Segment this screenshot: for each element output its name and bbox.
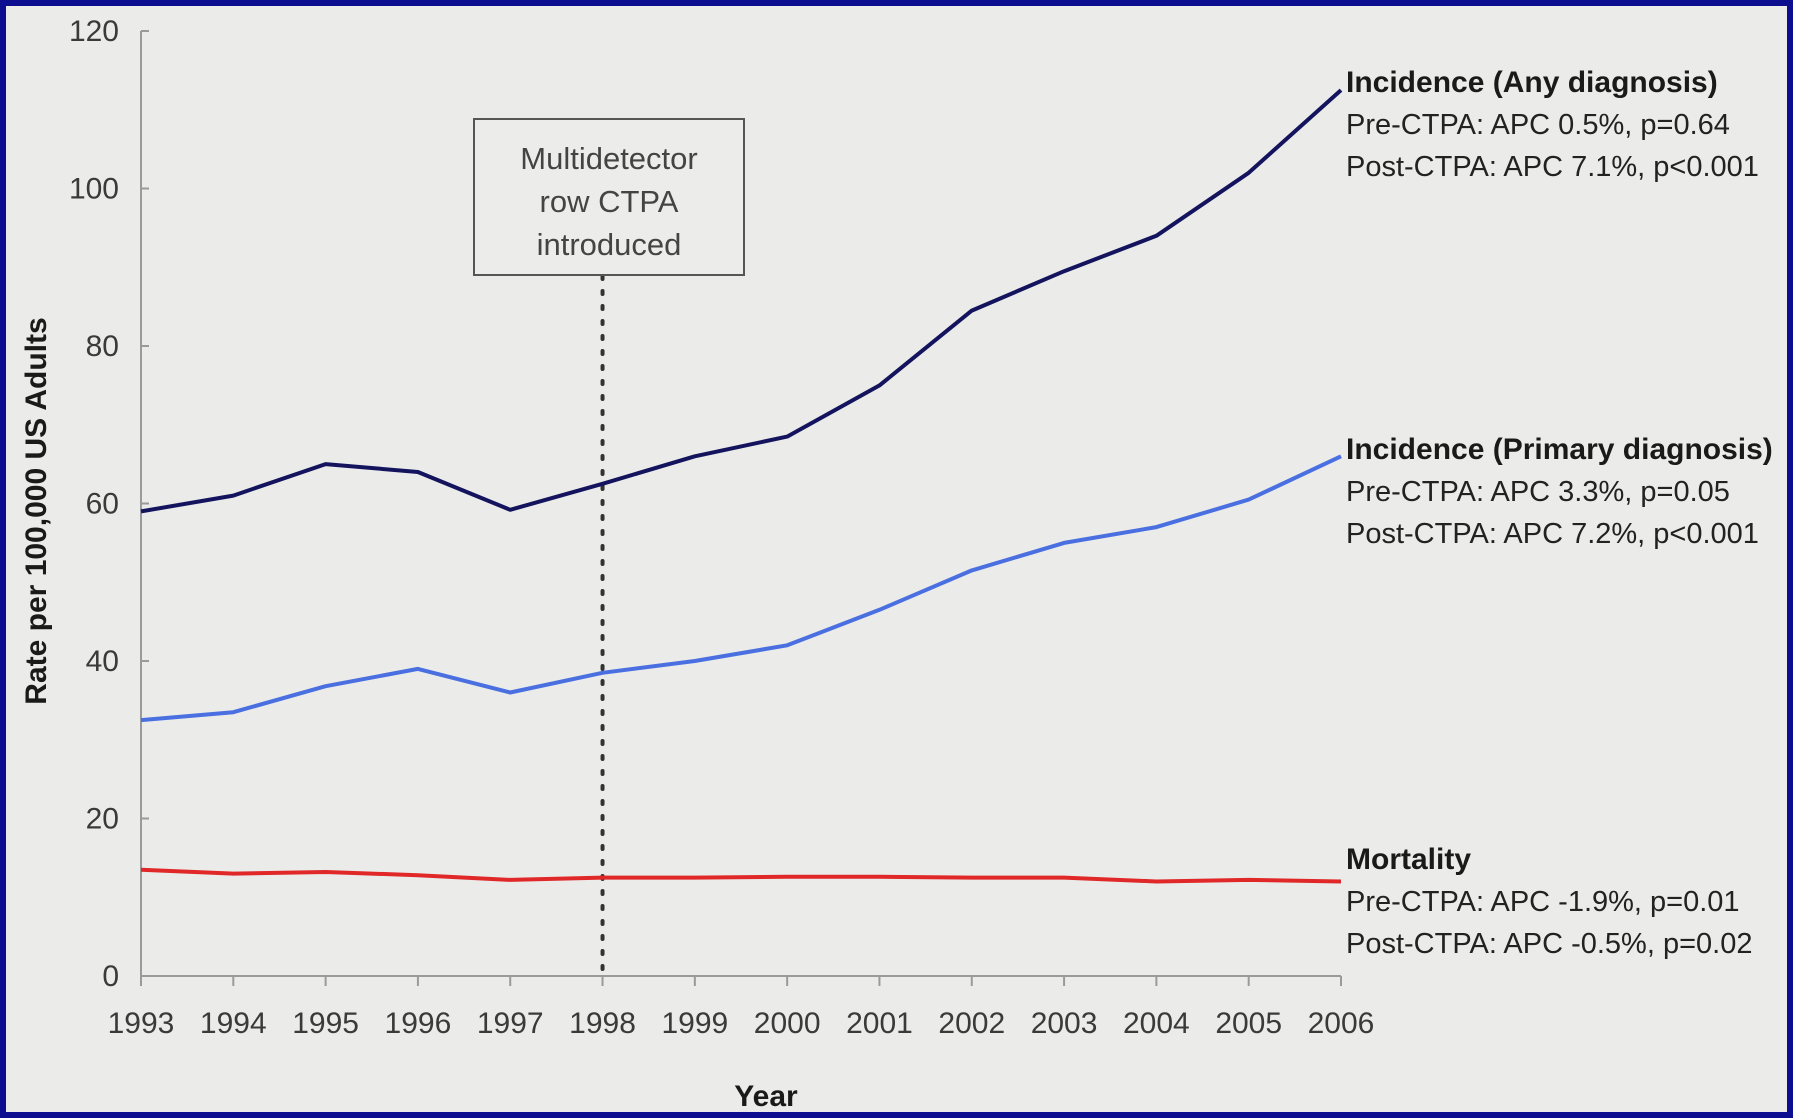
x-tick-label-2001: 2001: [846, 1007, 913, 1040]
y-tick-label-80: 80: [86, 330, 119, 363]
y-tick-label-60: 60: [86, 488, 119, 521]
x-tick-label-1995: 1995: [292, 1007, 359, 1040]
series-line-mortality: [140, 867, 1342, 884]
y-axis-title: Rate per 100,000 US Adults: [20, 317, 53, 704]
event-box: [473, 118, 745, 276]
y-tick-label-20: 20: [86, 803, 119, 836]
annotation-any-title: Incidence (Any diagnosis): [1346, 66, 1718, 99]
x-tick-label-2000: 2000: [754, 1007, 821, 1040]
x-tick-label-2004: 2004: [1123, 1007, 1190, 1040]
x-tick-label-2005: 2005: [1215, 1007, 1282, 1040]
annotation-mortality-post: Post-CTPA: APC -0.5%, p=0.02: [1346, 928, 1752, 960]
annotation-layer: Incidence (Any diagnosis) Pre-CTPA: APC …: [1346, 66, 1773, 960]
event-label-line-1: Multidetector: [520, 141, 697, 176]
y-tick-label-120: 120: [69, 15, 119, 48]
line-chart: 0 20 40 60 80 100 120 1993 1994 1995 1996 1997 1998 1…: [20, 15, 1773, 1112]
annotation-primary-pre: Pre-CTPA: APC 3.3%, p=0.05: [1346, 476, 1730, 508]
y-tick-label-0: 0: [102, 960, 119, 993]
annotation-mortality-pre: Pre-CTPA: APC -1.9%, p=0.01: [1346, 886, 1740, 918]
x-tick-label-2006: 2006: [1308, 1007, 1375, 1040]
annotation-primary-title: Incidence (Primary diagnosis): [1346, 433, 1773, 466]
x-tick-label-1994: 1994: [200, 1007, 267, 1040]
annotation-mortality-title: Mortality: [1346, 843, 1471, 876]
x-tick-label-1997: 1997: [477, 1007, 544, 1040]
event-label-line-3: introduced: [537, 227, 682, 262]
series-line-any: [140, 88, 1343, 514]
x-tick-label-1998: 1998: [569, 1007, 636, 1040]
x-tick-label-1996: 1996: [385, 1007, 452, 1040]
chart-frame: 0 20 40 60 80 100 120 1993 1994 1995 1996 1997 1998 1…: [6, 6, 1787, 1112]
chart-axes: 0 20 40 60 80 100 120 1993 1994 1995 1996 1997 1998 1…: [69, 15, 1374, 1040]
x-tick-label-1999: 1999: [661, 1007, 728, 1040]
y-tick-label-100: 100: [69, 173, 119, 206]
annotation-primary-post: Post-CTPA: APC 7.2%, p<0.001: [1346, 518, 1759, 550]
annotation-any-pre: Pre-CTPA: APC 0.5%, p=0.64: [1346, 109, 1730, 141]
series-line-primary: [140, 454, 1342, 723]
x-tick-label-1993: 1993: [108, 1007, 175, 1040]
event-label-line-2: row CTPA: [540, 184, 679, 219]
x-axis-title: Year: [734, 1080, 798, 1112]
y-tick-label-40: 40: [86, 645, 119, 678]
annotation-any-post: Post-CTPA: APC 7.1%, p<0.001: [1346, 151, 1759, 183]
series-layer: [140, 88, 1343, 884]
x-tick-label-2003: 2003: [1031, 1007, 1098, 1040]
event-marker: Multidetector row CTPA introduced: [473, 118, 745, 978]
x-tick-label-2002: 2002: [938, 1007, 1005, 1040]
